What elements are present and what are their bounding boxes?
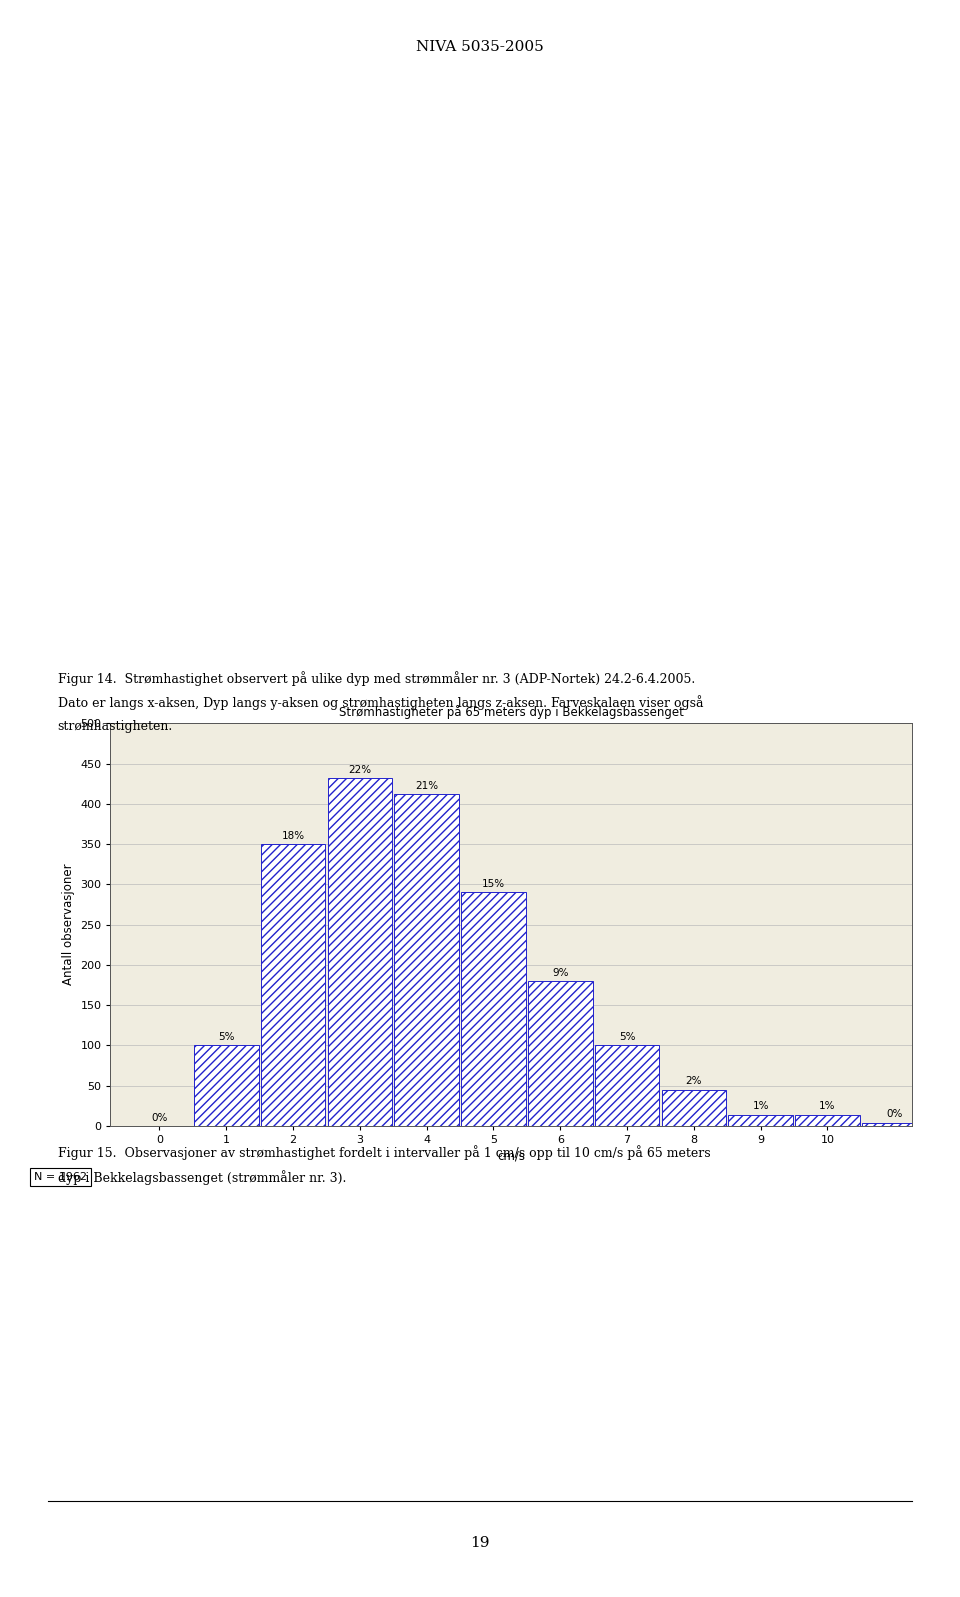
- Text: 21%: 21%: [415, 781, 439, 791]
- Text: Dato er langs x-aksen, Dyp langs y-aksen og strømhastigheten langs z-aksen. Farv: Dato er langs x-aksen, Dyp langs y-aksen…: [58, 696, 703, 711]
- Text: 5%: 5%: [218, 1032, 234, 1043]
- Bar: [528, 981, 592, 1126]
- Text: NIVA 5035-2005: NIVA 5035-2005: [416, 40, 544, 54]
- Bar: [395, 794, 459, 1126]
- Text: dyp i Bekkelagsbassenget (strømmåler nr. 3).: dyp i Bekkelagsbassenget (strømmåler nr.…: [58, 1169, 346, 1185]
- Text: strømhastigheten.: strømhastigheten.: [58, 720, 173, 733]
- X-axis label: cm/s: cm/s: [497, 1150, 525, 1163]
- Text: 15%: 15%: [482, 880, 505, 890]
- Bar: [661, 1089, 727, 1126]
- Text: 5%: 5%: [619, 1032, 636, 1043]
- Text: 22%: 22%: [348, 765, 372, 775]
- Bar: [461, 893, 526, 1126]
- Text: Figur 14.  Strømhastighet observert på ulike dyp med strømmåler nr. 3 (ADP-Norte: Figur 14. Strømhastighet observert på ul…: [58, 671, 695, 685]
- Title: Strømhastigheter på 65 meters dyp i Bekkelagsbassenget: Strømhastigheter på 65 meters dyp i Bekk…: [339, 706, 684, 720]
- Y-axis label: Antall observasjoner: Antall observasjoner: [61, 864, 75, 985]
- Bar: [729, 1115, 793, 1126]
- Bar: [261, 845, 325, 1126]
- Text: 9%: 9%: [552, 968, 568, 977]
- Text: 19: 19: [470, 1536, 490, 1551]
- Bar: [795, 1115, 860, 1126]
- Text: 0%: 0%: [152, 1113, 168, 1123]
- Text: 1%: 1%: [753, 1102, 769, 1112]
- Bar: [327, 778, 393, 1126]
- Bar: [862, 1123, 926, 1126]
- Text: 18%: 18%: [281, 830, 304, 842]
- Text: 2%: 2%: [685, 1076, 702, 1086]
- Text: N = 1962: N = 1962: [35, 1172, 87, 1182]
- Text: Figur 15.  Observasjoner av strømhastighet fordelt i intervaller på 1 cm/s opp t: Figur 15. Observasjoner av strømhastighe…: [58, 1145, 710, 1159]
- Bar: [594, 1046, 660, 1126]
- Text: 0%: 0%: [886, 1110, 902, 1119]
- Bar: [194, 1046, 258, 1126]
- Text: 1%: 1%: [819, 1102, 836, 1112]
